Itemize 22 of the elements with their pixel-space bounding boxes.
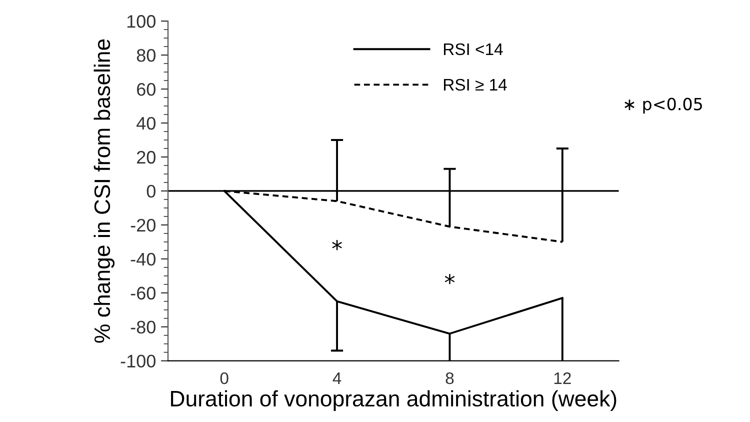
y-tick-label: -60 xyxy=(130,286,156,300)
y-tick-label: 20 xyxy=(137,150,156,164)
x-tick-label: 0 xyxy=(220,372,228,384)
y-tick-label: 60 xyxy=(137,82,156,96)
y-tick-label: -40 xyxy=(130,252,156,266)
y-tick-label: 40 xyxy=(136,116,156,130)
annotation: * xyxy=(332,240,342,250)
x-tick-label: 8 xyxy=(446,372,454,384)
x-tick-label: 4 xyxy=(332,372,342,384)
x-tick-label: 12 xyxy=(554,372,571,384)
legend-label: RSI <14 xyxy=(444,43,503,56)
y-tick-label: 100 xyxy=(127,15,156,28)
y-tick-label: -20 xyxy=(130,218,156,232)
text: ∗ p<0.05 xyxy=(624,98,702,114)
y-tick-label: -100 xyxy=(120,354,156,368)
annotation: * xyxy=(444,274,455,284)
x-axis-title: Duration of vonoprazan administration (week) xyxy=(171,390,616,411)
legend-label: RSI ≥ 14 xyxy=(444,78,507,91)
y-tick-label: 0 xyxy=(146,184,156,198)
y-axis-title: % change in CSI from baseline xyxy=(94,39,115,343)
y-tick-label: 80 xyxy=(136,49,156,62)
y-tick-label: -80 xyxy=(130,320,156,334)
